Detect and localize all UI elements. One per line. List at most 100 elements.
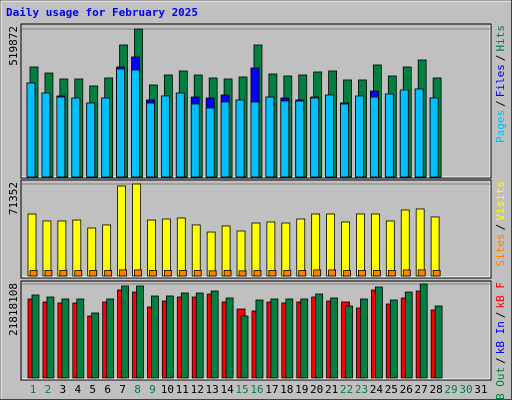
- bar: [136, 285, 144, 379]
- bar: [89, 270, 98, 277]
- bar: [235, 99, 245, 178]
- bar: [315, 293, 324, 379]
- bar: [255, 299, 264, 379]
- bar: [330, 297, 339, 379]
- x-tick-label: 24: [370, 383, 384, 396]
- x-tick-label: 29: [444, 383, 457, 396]
- bar: [44, 270, 53, 277]
- bar: [205, 107, 215, 178]
- bar: [74, 270, 83, 277]
- bar: [59, 270, 68, 277]
- legend-label: Pages: [494, 110, 507, 143]
- x-tick-label: 20: [310, 383, 323, 396]
- bar: [250, 101, 260, 178]
- bar: [160, 95, 170, 178]
- bar: [131, 69, 140, 178]
- bar: [208, 270, 217, 277]
- bar: [163, 270, 172, 277]
- bar: [415, 208, 425, 277]
- bar: [384, 93, 394, 178]
- bar: [358, 270, 366, 277]
- bar: [356, 213, 365, 277]
- bar: [268, 270, 277, 277]
- bar: [387, 270, 396, 277]
- bar: [283, 270, 292, 277]
- bar: [251, 222, 261, 277]
- bar: [434, 305, 443, 379]
- bar: [295, 100, 305, 178]
- legend-label: Files: [494, 64, 507, 97]
- bar: [27, 213, 37, 277]
- bar: [76, 298, 85, 379]
- bar: [87, 227, 97, 277]
- x-tick-label: 4: [74, 383, 81, 396]
- bar: [404, 291, 413, 379]
- bar: [106, 298, 115, 379]
- x-tick-label: 14: [220, 383, 234, 396]
- bar: [343, 270, 351, 277]
- y-tick-label: 21818108: [7, 283, 20, 336]
- legend-separator: /: [494, 55, 507, 62]
- x-tick-label: 2: [45, 383, 52, 396]
- bar: [86, 102, 96, 178]
- legend-label: kB In: [494, 321, 507, 354]
- x-tick-label: 26: [400, 383, 413, 396]
- x-tick-label: 7: [119, 383, 126, 396]
- bar: [195, 292, 204, 379]
- x-tick-label: 16: [250, 383, 263, 396]
- chart-title: Daily usage for February 2025: [6, 6, 198, 19]
- x-tick-label: 1: [30, 383, 37, 396]
- bar: [372, 270, 381, 277]
- bar: [101, 97, 111, 178]
- bar: [341, 221, 350, 277]
- bar: [281, 222, 291, 277]
- bar: [325, 94, 335, 178]
- legend-separator: /: [494, 224, 507, 231]
- legend-label: Visits: [494, 181, 507, 221]
- x-tick-label: 30: [459, 383, 472, 396]
- panel-bevel: [22, 282, 491, 380]
- bar: [369, 96, 379, 178]
- legend-label: Sites: [494, 233, 507, 266]
- x-tick-label: 18: [280, 383, 293, 396]
- x-tick-label: 31: [474, 383, 487, 396]
- bar: [147, 219, 156, 277]
- bar: [176, 217, 186, 277]
- bar: [57, 220, 67, 277]
- x-tick-label: 27: [415, 383, 428, 396]
- bar: [56, 96, 66, 178]
- bar: [190, 103, 200, 178]
- bar: [385, 220, 395, 277]
- legend-separator: /: [494, 312, 507, 319]
- bar: [119, 269, 127, 277]
- bar: [285, 298, 294, 379]
- bar: [91, 312, 100, 379]
- bar: [175, 92, 185, 178]
- bar: [313, 269, 322, 277]
- x-tick-label: 11: [176, 383, 189, 396]
- legend-separator: /: [494, 100, 507, 107]
- bar: [298, 270, 307, 277]
- bar: [193, 270, 202, 277]
- bar: [134, 269, 142, 277]
- bar: [191, 224, 201, 277]
- bar: [61, 298, 70, 379]
- bar: [72, 219, 82, 277]
- bar: [206, 231, 216, 277]
- bar: [220, 101, 230, 178]
- bar: [31, 294, 40, 379]
- bar: [42, 220, 52, 277]
- bar: [326, 213, 336, 277]
- bar: [253, 270, 262, 277]
- bar: [429, 97, 439, 178]
- bar: [151, 295, 159, 379]
- bar: [270, 298, 279, 379]
- x-tick-label: 28: [429, 383, 442, 396]
- bar: [432, 270, 441, 277]
- bar: [296, 218, 306, 277]
- x-tick-label: 25: [385, 383, 398, 396]
- panel-bevel: [22, 181, 491, 278]
- bar: [236, 230, 246, 277]
- legend: kB Out / kB In / kB F: [494, 282, 507, 400]
- x-tick-label: 3: [60, 383, 67, 396]
